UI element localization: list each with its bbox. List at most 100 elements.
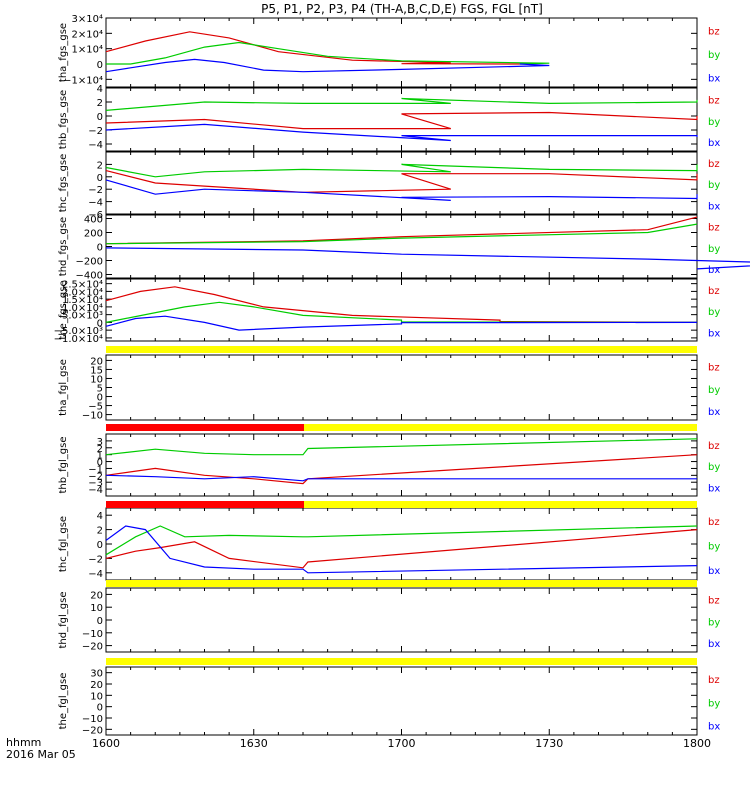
series-by-line <box>105 525 698 556</box>
legend-bz: bz <box>708 596 720 607</box>
series-bx-line <box>105 123 698 142</box>
y-tick-label: 1.0×10⁴ <box>62 303 103 314</box>
legend-bz: bz <box>708 675 720 686</box>
y-tick-label: −2 <box>88 126 103 137</box>
y-tick-label: −4 <box>88 569 103 580</box>
y-tick-label: 0 <box>97 540 103 551</box>
y-tick-label: −20 <box>82 642 103 653</box>
legend-by: by <box>708 541 720 552</box>
y-tick-label: −4 <box>88 485 103 496</box>
series-by-line <box>105 97 698 111</box>
panel-frame <box>105 354 698 421</box>
panel-ylabel: thc_fgs_gse <box>58 154 69 213</box>
legend-bz: bz <box>708 363 720 374</box>
series-by-line <box>105 163 698 178</box>
y-tick-label: −10 <box>82 629 103 640</box>
panel-ylabel: tha_fgl_gse <box>58 359 69 416</box>
y-tick-label: 10 <box>90 374 103 385</box>
series-bx-line <box>105 525 698 574</box>
y-tick-label: 2.5×10⁴ <box>62 280 103 291</box>
y-tick-label: 10 <box>90 603 103 614</box>
y-tick-label: 2.0×10⁴ <box>62 287 103 298</box>
y-tick-label: −2 <box>88 185 103 196</box>
panel-frame <box>105 666 698 736</box>
panel-ylabel: thb_fgs_gse <box>58 90 69 149</box>
y-tick-label: 2 <box>97 444 103 455</box>
y-tick-label: −1 <box>88 464 103 475</box>
y-tick-label: −3 <box>88 478 103 489</box>
y-tick-label: −6 <box>88 210 103 221</box>
x-tick-label: 1700 <box>388 737 416 750</box>
flag-bar-segment <box>106 424 304 431</box>
y-tick-label: 20 <box>90 590 103 601</box>
series-bz-line <box>105 529 698 569</box>
y-tick-label: 20 <box>90 680 103 691</box>
y-tick-label: −20 <box>82 725 103 736</box>
y-tick-label: −5 <box>88 402 103 413</box>
panel-ylabel: thb_fgl_gse <box>58 437 69 494</box>
series-bx-line <box>105 179 698 201</box>
panel-frame <box>105 151 698 215</box>
panel-frame <box>105 214 698 279</box>
y-tick-label: 15 <box>90 365 103 376</box>
flag-bar-segment <box>304 501 697 508</box>
y-tick-label: −10 <box>82 411 103 422</box>
series-by-line <box>105 223 698 245</box>
y-tick-label: 0 <box>97 60 103 71</box>
flag-bar-segment <box>106 658 697 665</box>
flag-bar-segment <box>106 346 697 353</box>
series-bx-line <box>105 58 550 73</box>
y-tick-label: 2 <box>97 98 103 109</box>
panel-thc_fgl_gse: −4 −2 0 2 4 thc_fgl_gse bz by bx <box>58 507 720 581</box>
legend-by: by <box>708 698 720 709</box>
panel-frame <box>105 507 698 581</box>
flag-bar-segment <box>304 424 697 431</box>
panel-thd_fgl_gse: −20 −10 0 10 20 thd_fgl_gse bz by bx <box>58 587 720 653</box>
y-tick-label: 0 <box>97 243 103 254</box>
series-bx-line <box>105 474 697 482</box>
y-tick-label: 400 <box>84 215 103 226</box>
y-tick-label: 4 <box>97 84 103 95</box>
series-by-line <box>105 301 698 323</box>
legend-by: by <box>708 117 720 128</box>
x-tick-label: 1630 <box>240 737 268 750</box>
y-tick-label: −2 <box>88 554 103 565</box>
legend-by: by <box>708 385 720 396</box>
x-axis: 1600 1630 1700 1730 1800 <box>92 737 711 750</box>
y-tick-label: 1×10⁴ <box>72 45 103 56</box>
y-tick-label: 0 <box>97 112 103 123</box>
y-tick-label: 1 <box>97 451 103 462</box>
legend-bx: bx <box>708 328 720 339</box>
y-tick-label: 20 <box>90 356 103 367</box>
y-tick-label: 30 <box>90 669 103 680</box>
y-tick-label: −200 <box>76 257 103 268</box>
y-tick-label: 2 <box>97 160 103 171</box>
y-tick-label: 0 <box>97 458 103 469</box>
x-tick-label: 1600 <box>92 737 120 750</box>
y-tick-label: −5.0×10³ <box>54 326 103 337</box>
y-tick-label: 3×10⁴ <box>72 14 103 25</box>
panel-frame <box>105 17 698 88</box>
series-bz-line <box>105 111 698 130</box>
panel-ylabel: the_fgs_gse <box>58 280 69 339</box>
x-tick-label: 1730 <box>535 737 563 750</box>
y-tick-label: −400 <box>76 271 103 282</box>
y-tick-label: 200 <box>84 229 103 240</box>
legend-bx: bx <box>708 407 720 418</box>
series-bz-line <box>105 31 520 65</box>
legend-bz: bz <box>708 286 720 297</box>
legend-bz: bz <box>708 441 720 452</box>
panel-frame <box>105 433 698 497</box>
legend-bx: bx <box>708 265 720 276</box>
series-by-line <box>106 41 550 65</box>
y-tick-label: 5.0×10³ <box>62 311 103 322</box>
y-tick-label: 2×10⁴ <box>72 29 103 40</box>
panel-thc_fgs_gse: −6−4 −20 2 thc_fgs_gse bz by bx <box>58 151 720 221</box>
legend-bx: bx <box>708 566 720 577</box>
panel-ylabel: the_fgl_gse <box>58 673 69 730</box>
chart-title: P5, P1, P2, P3, P4 (TH-A,B,C,D,E) FGS, F… <box>261 2 543 16</box>
legend-by: by <box>708 462 720 473</box>
series-bz-line <box>105 170 698 193</box>
